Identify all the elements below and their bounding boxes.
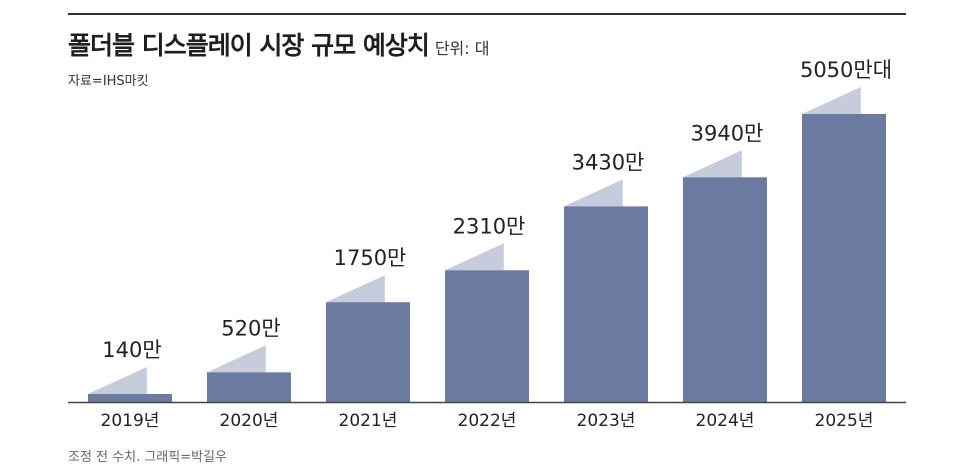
data-label: 140만	[102, 338, 161, 362]
bar-flap	[564, 179, 623, 207]
x-tick-label: 2022년	[458, 411, 517, 431]
data-label: 3430만	[572, 150, 645, 174]
chart-title: 폴더블 디스플레이 시장 규모 예상치 단위: 대	[68, 26, 489, 62]
bar-flap	[802, 87, 861, 114]
x-tick-label: 2025년	[815, 411, 874, 431]
bar-flap	[326, 275, 385, 303]
credit-note: 조정 전 수치. 그래픽=박길우	[68, 450, 227, 465]
x-tick-label: 2023년	[577, 411, 636, 431]
x-tick-label: 2021년	[339, 411, 398, 431]
data-label: 520만	[221, 316, 280, 340]
data-label: 3940만	[691, 121, 764, 145]
x-tick-label: 2019년	[101, 411, 160, 431]
top-rule	[68, 13, 906, 15]
x-tick-label: 2020년	[220, 411, 279, 431]
bar-flap	[207, 345, 266, 373]
chart-title-text: 폴더블 디스플레이 시장 규모 예상치	[68, 31, 430, 60]
bar	[326, 302, 410, 402]
data-label: 2310만	[453, 214, 526, 238]
x-tick-label: 2024년	[696, 411, 755, 431]
bar-flap	[683, 150, 742, 178]
bar	[802, 114, 886, 402]
bar-flap	[445, 243, 504, 271]
value-labels-layer: 140만 520만 1750만 2310만 3430만 3940만 5050만대	[102, 58, 892, 362]
bar	[207, 372, 291, 402]
unit-label: 단위: 대	[434, 39, 490, 58]
bar	[564, 206, 648, 402]
bars-layer	[88, 87, 886, 402]
data-label: 5050만대	[800, 58, 892, 82]
bar	[445, 270, 529, 402]
data-label: 1750만	[334, 246, 407, 270]
source-note: 자료=IHS마킷	[68, 74, 149, 89]
bar-flap	[88, 367, 147, 395]
bar	[683, 177, 767, 402]
x-tick-labels-layer: 2019년 2020년 2021년 2022년 2023년 2024년 2025년	[101, 411, 874, 431]
bar	[88, 394, 172, 402]
